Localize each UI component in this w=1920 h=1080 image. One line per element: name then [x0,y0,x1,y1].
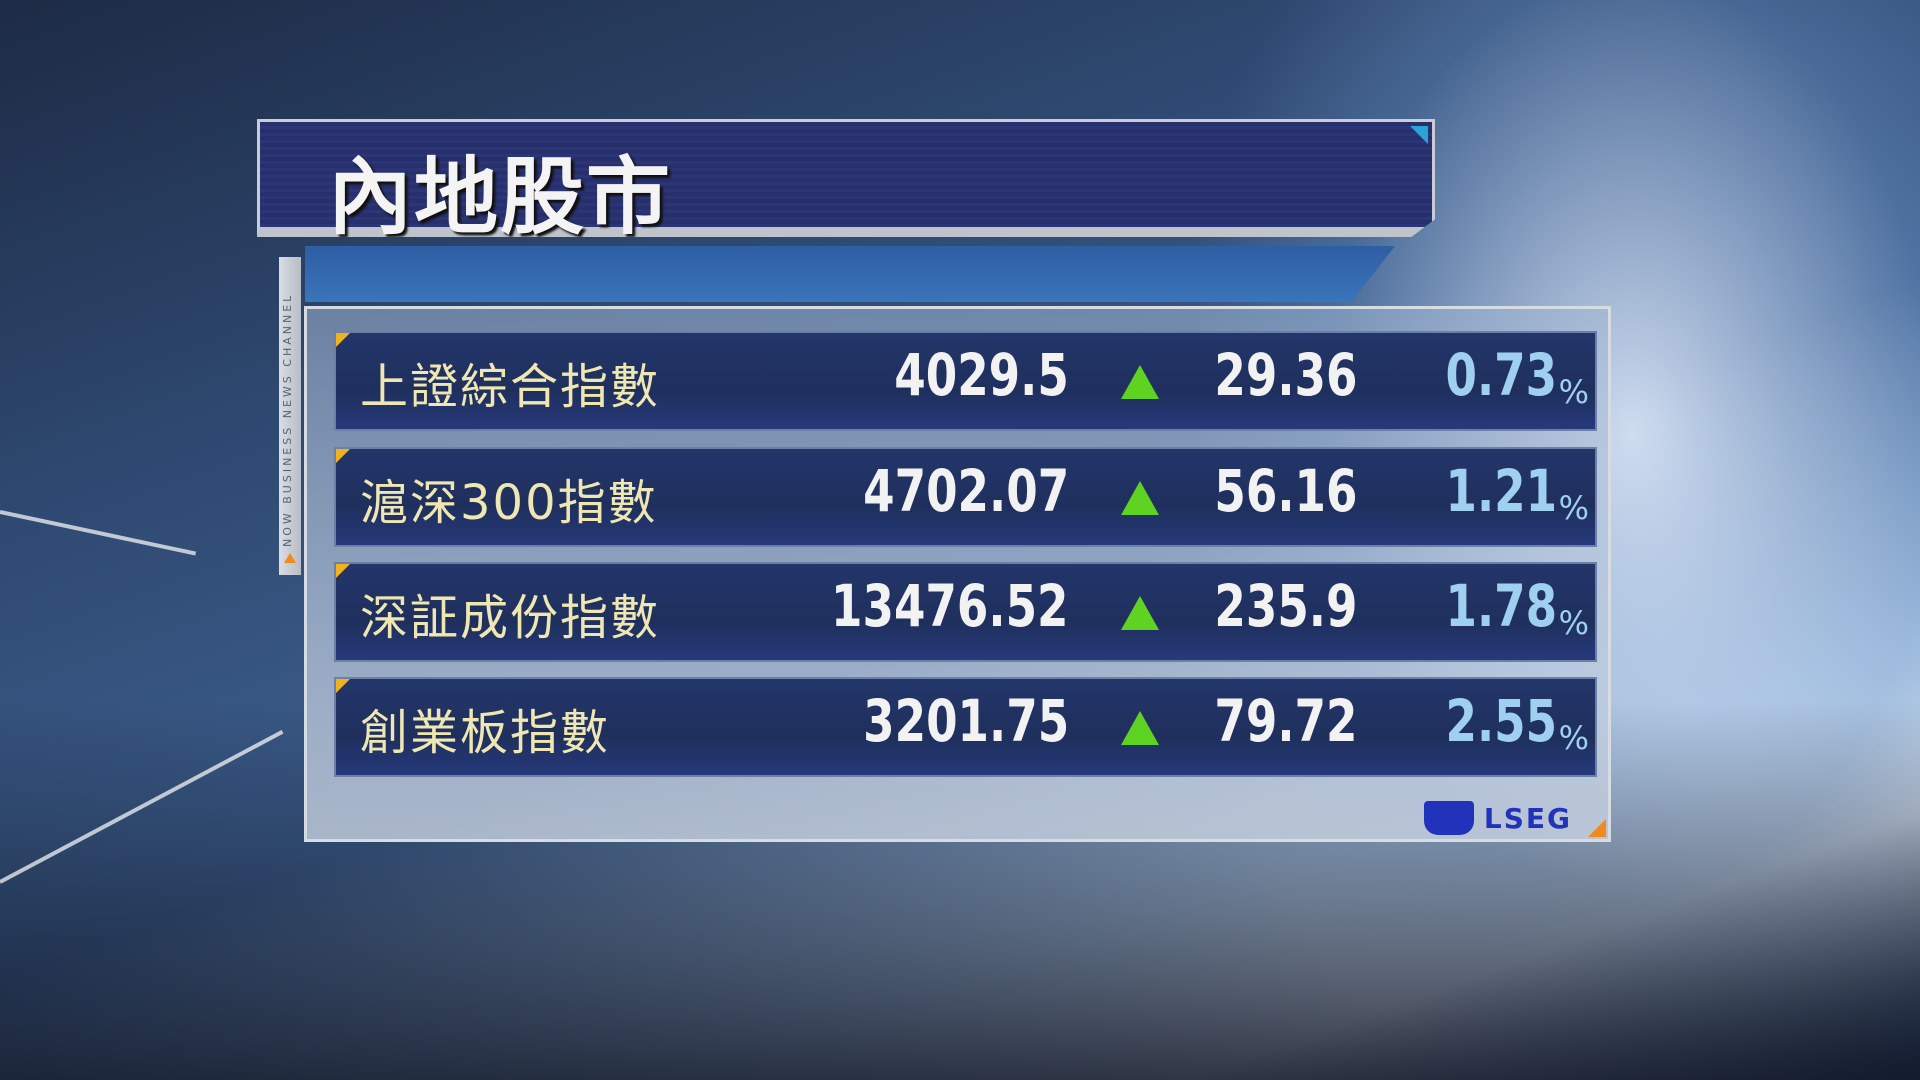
source-logo: LSEG [1423,801,1572,835]
index-change: 235.9 [1213,572,1357,640]
up-arrow-icon [1121,711,1159,745]
index-name: 滬深300指數 [360,475,658,531]
table-row: 創業板指數 3201.75 79.72 2.55 % [334,677,1597,777]
corner-accent [1588,819,1606,837]
table-row: 滬深300指數 4702.07 56.16 1.21 % [334,447,1597,547]
corner-accent [336,449,350,463]
page-title: 內地股市 [328,148,673,246]
channel-strip: NOW BUSINESS NEWS CHANNEL [279,257,301,575]
pct-sign: % [1558,719,1589,757]
table-row: 深証成份指數 13476.52 235.9 1.78 % [334,562,1597,662]
index-name: 深証成份指數 [360,590,661,646]
channel-strip-text: NOW BUSINESS NEWS CHANNEL [281,292,294,547]
pct-sign: % [1558,604,1589,642]
logo-text: LSEG [1483,801,1572,835]
index-value: 13476.52 [831,572,1069,640]
index-name: 創業板指數 [360,705,611,761]
pct-sign: % [1558,373,1589,411]
table-row: 上證綜合指數 4029.5 29.36 0.73 % [334,331,1597,431]
background-beam [0,510,197,556]
index-change: 79.72 [1213,687,1357,755]
triangle-icon [284,553,296,563]
index-table: 上證綜合指數 4029.5 29.36 0.73 % 滬深300指數 4702.… [304,306,1611,842]
title-banner: 內地股市 [257,119,1435,237]
lseg-crest-icon [1423,801,1474,835]
up-arrow-icon [1121,365,1159,399]
corner-accent [1410,126,1428,144]
index-pct: 2.55 [1445,687,1557,755]
index-change: 56.16 [1213,457,1357,525]
index-value: 4029.5 [894,341,1069,409]
index-value: 4702.07 [862,457,1069,525]
corner-accent [336,679,350,693]
title-subband [305,246,1395,302]
index-change: 29.36 [1213,341,1357,409]
index-pct: 0.73 [1445,341,1557,409]
index-value: 3201.75 [862,687,1069,755]
index-pct: 1.78 [1445,572,1557,640]
corner-accent [336,333,350,347]
index-name: 上證綜合指數 [360,359,661,415]
pct-sign: % [1558,489,1589,527]
corner-accent [336,564,350,578]
up-arrow-icon [1121,596,1159,630]
up-arrow-icon [1121,481,1159,515]
index-pct: 1.21 [1445,457,1557,525]
